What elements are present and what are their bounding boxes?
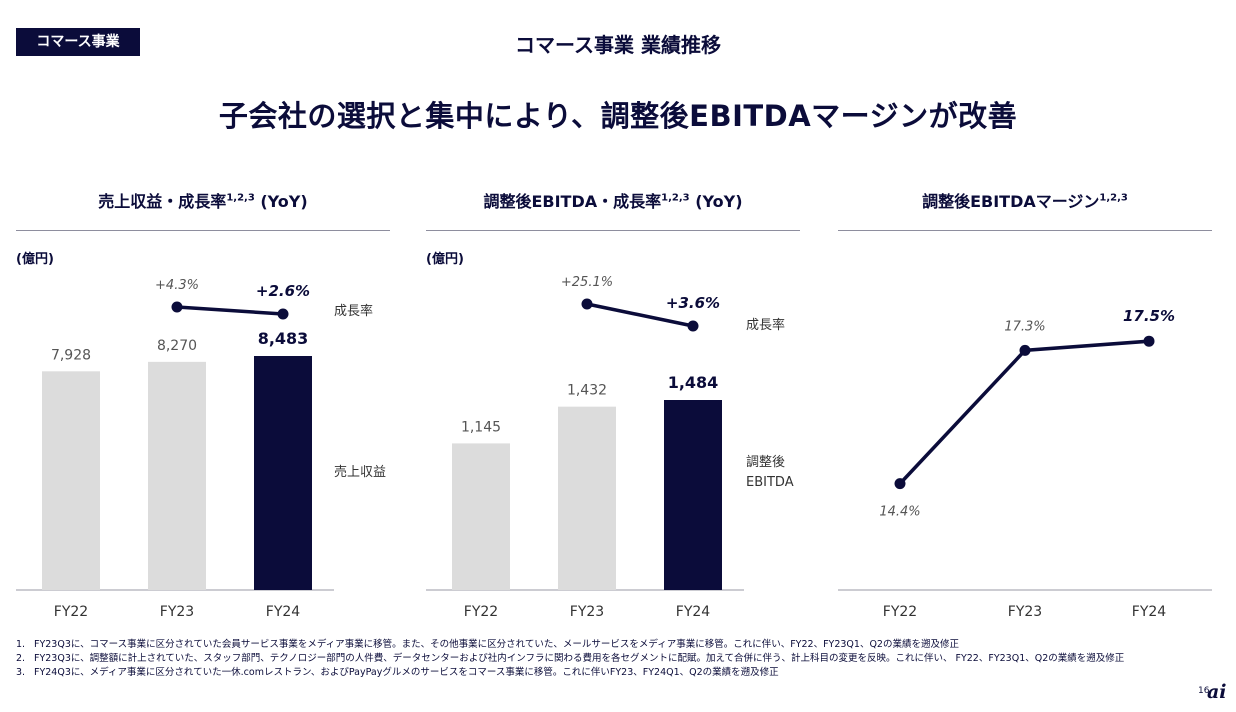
revenue-bar-chart: 7,928 FY22 8,270 FY23 8,483 FY24 +4.3% +2.6% 成長率… <box>16 278 386 620</box>
ebitda-bar-chart: 1,145 FY22 1,432 FY23 1,484 FY24 +25.1% +3.6% 成長… <box>426 275 794 620</box>
ebitda-unit-label: (億円) <box>426 252 464 267</box>
revenue-title-rule <box>16 230 390 231</box>
bar-fy24 <box>254 356 312 590</box>
x-tick-label: FY24 <box>266 604 301 620</box>
margin-point-fy24 <box>1143 335 1155 347</box>
page-header: コマース事業 業績推移 <box>515 33 721 57</box>
footnote-text: FY23Q3に、調整額に計上されていた、スタッフ部門、テクノロジー部門の人件費、… <box>34 653 1125 664</box>
growth-legend-label: 成長率 <box>334 303 373 319</box>
footnote-number: 3. <box>16 667 26 678</box>
bar-legend-label: EBITDA <box>746 475 794 490</box>
ebitda-title-rule <box>426 230 800 231</box>
ai-logo: ai <box>1207 681 1227 703</box>
x-tick-label: FY22 <box>54 604 88 620</box>
x-tick-label: FY23 <box>160 604 194 620</box>
bar-fy23 <box>558 406 616 590</box>
bar-fy22 <box>452 443 510 590</box>
margin-value-label: 14.4% <box>879 505 920 520</box>
bar-value-label: 8,270 <box>157 338 197 354</box>
footnote-2: 2. FY23Q3に、調整額に計上されていた、スタッフ部門、テクノロジー部門の人… <box>16 652 1206 666</box>
x-tick-label: FY23 <box>570 604 604 620</box>
growth-label: +2.6% <box>256 282 310 300</box>
bar-value-label: 1,484 <box>668 373 719 392</box>
growth-label: +4.3% <box>155 278 199 293</box>
bar-value-label: 1,432 <box>567 383 607 399</box>
growth-point-fy24 <box>687 320 699 332</box>
footnote-number: 2. <box>16 653 26 664</box>
footnote-number: 1. <box>16 639 26 650</box>
growth-legend-label: 成長率 <box>746 317 785 333</box>
x-tick-label: FY22 <box>464 604 498 620</box>
bar-legend-label: 調整後 <box>746 455 785 470</box>
x-tick-label: FY22 <box>883 604 917 620</box>
ebitda-title-text: 調整後EBITDA・成長率 <box>483 192 662 211</box>
headline: 子会社の選択と集中により、調整後EBITDAマージンが改善 <box>218 99 1018 133</box>
bar-value-label: 1,145 <box>461 419 501 435</box>
x-tick-label: FY24 <box>1132 604 1167 620</box>
bar-legend-label: 売上収益 <box>334 464 386 480</box>
growth-point-fy23 <box>171 301 183 313</box>
growth-point-fy23 <box>581 298 593 310</box>
revenue-title-text: 売上収益・成長率 <box>98 192 227 211</box>
margin-point-fy22 <box>894 478 906 490</box>
section-tag: コマース事業 <box>16 28 140 56</box>
margin-line <box>898 339 1150 485</box>
margin-line-chart: 14.4% FY22 17.3% FY23 17.5% FY24 <box>838 307 1212 620</box>
revenue-chart-title: 売上収益・成長率1,2,3 (YoY) <box>16 188 390 212</box>
footnote-text: FY23Q3に、コマース事業に区分されていた会員サービス事業をメディア事業に移管… <box>34 639 959 650</box>
growth-label: +3.6% <box>666 294 720 312</box>
margin-value-label: 17.5% <box>1123 307 1175 325</box>
revenue-title-suffix: (YoY) <box>254 192 308 211</box>
x-tick-label: FY23 <box>1008 604 1042 620</box>
bar-value-label: 8,483 <box>258 329 309 348</box>
revenue-unit-label: (億円) <box>16 252 54 267</box>
margin-title-sup: 1,2,3 <box>1099 192 1128 204</box>
growth-label: +25.1% <box>561 275 613 290</box>
x-tick-label: FY24 <box>676 604 711 620</box>
revenue-title-sup: 1,2,3 <box>226 192 255 204</box>
footnote-text: FY24Q3に、メディア事業に区分されていた一休.comレストラン、およびPay… <box>34 667 779 678</box>
margin-chart-title: 調整後EBITDAマージン1,2,3 <box>838 188 1212 212</box>
page-number: 16 <box>1198 686 1210 696</box>
bar-fy24 <box>664 400 722 590</box>
bar-value-label: 7,928 <box>51 347 91 363</box>
margin-point-fy23 <box>1019 344 1031 356</box>
margin-title-rule <box>838 230 1212 231</box>
footnote-3: 3. FY24Q3に、メディア事業に区分されていた一休.comレストラン、および… <box>16 666 1206 680</box>
bar-fy22 <box>42 371 100 590</box>
ebitda-chart-title: 調整後EBITDA・成長率1,2,3 (YoY) <box>426 188 800 212</box>
growth-line <box>176 305 284 316</box>
growth-line <box>586 302 694 328</box>
ebitda-title-sup: 1,2,3 <box>661 192 690 204</box>
footnotes: 1. FY23Q3に、コマース事業に区分されていた会員サービス事業をメディア事業… <box>16 638 1206 680</box>
footnote-1: 1. FY23Q3に、コマース事業に区分されていた会員サービス事業をメディア事業… <box>16 638 1206 652</box>
ebitda-title-suffix: (YoY) <box>689 192 743 211</box>
margin-value-label: 17.3% <box>1004 319 1045 334</box>
growth-point-fy24 <box>277 308 289 320</box>
margin-title-text: 調整後EBITDAマージン <box>922 192 1100 211</box>
bar-fy23 <box>148 361 206 590</box>
